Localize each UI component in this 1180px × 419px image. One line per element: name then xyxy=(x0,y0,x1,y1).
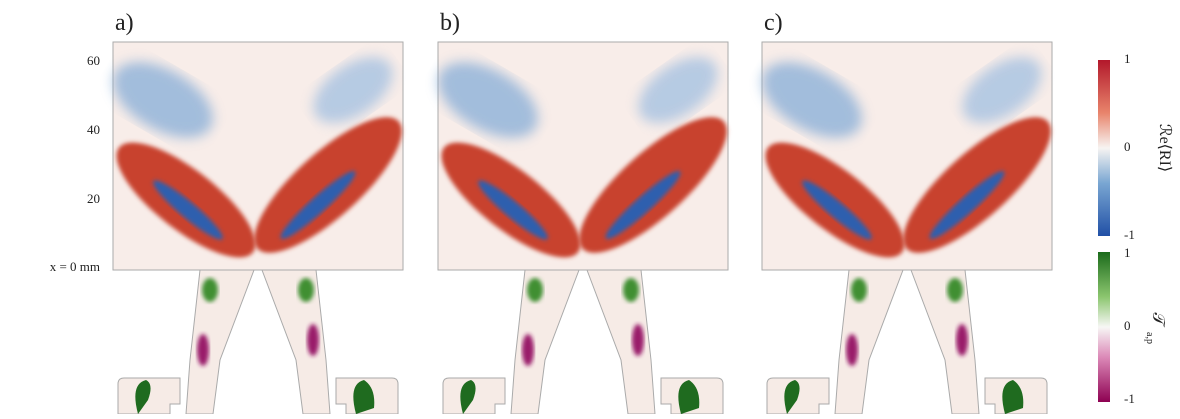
field-blue xyxy=(302,44,404,137)
field-red xyxy=(561,98,745,273)
panel-label: b) xyxy=(440,10,460,36)
chamber-field xyxy=(749,44,1069,276)
y-tick-label: 60 xyxy=(87,53,100,68)
field-blue xyxy=(275,166,360,245)
nozzle-right xyxy=(910,269,980,415)
chamber-field xyxy=(425,44,745,276)
field-green xyxy=(851,278,867,302)
field-green xyxy=(784,380,800,414)
field-blue xyxy=(797,175,876,245)
field-red xyxy=(885,98,1069,273)
colorbar-tick: 0 xyxy=(1124,139,1131,154)
field-green xyxy=(527,278,543,302)
field-green xyxy=(947,278,963,302)
origin-label: x = 0 mm xyxy=(50,259,100,274)
field-blue xyxy=(473,175,552,245)
field-blue xyxy=(924,166,1009,245)
field-green xyxy=(135,380,151,414)
panels: a) b) c) xyxy=(100,10,1069,415)
panel-label: c) xyxy=(764,10,783,36)
field-green xyxy=(202,278,218,302)
field-blue xyxy=(425,47,550,154)
nozzle-left xyxy=(834,269,904,415)
colorbar-label: ℛe⟨RI⟩ xyxy=(1156,124,1173,172)
field-blue xyxy=(951,44,1053,137)
field-blue xyxy=(600,166,685,245)
y-tick-label: 40 xyxy=(87,122,100,137)
colorbar-tick: 0 xyxy=(1124,318,1131,333)
field-blue xyxy=(627,44,729,137)
panel: a) xyxy=(100,10,420,415)
field-blue xyxy=(100,47,225,154)
field-green xyxy=(460,380,476,414)
field-green xyxy=(678,380,700,414)
colorbar-label-subscript: a,p xyxy=(1144,332,1155,344)
field-red xyxy=(236,98,420,273)
field-green xyxy=(298,278,314,302)
field-magenta xyxy=(956,324,968,356)
field-magenta xyxy=(846,334,858,366)
field-magenta xyxy=(197,334,209,366)
nozzle-right xyxy=(261,269,331,415)
nozzle-left xyxy=(185,269,255,415)
colorbar-tick: 1 xyxy=(1124,51,1131,66)
field-green xyxy=(1002,380,1024,414)
panel: c) xyxy=(749,10,1069,415)
colorbar-label: 𝒯 xyxy=(1149,312,1168,327)
field-green xyxy=(623,278,639,302)
field-magenta xyxy=(522,334,534,366)
nozzle-right xyxy=(586,269,656,415)
field-magenta xyxy=(632,324,644,356)
field-blue xyxy=(148,175,227,245)
chamber-field xyxy=(100,44,420,276)
colorbar xyxy=(1098,252,1110,402)
colorbar-tick: 1 xyxy=(1124,245,1131,260)
panel: b) xyxy=(425,10,745,415)
field-magenta xyxy=(307,324,319,356)
field-blue xyxy=(749,47,874,154)
y-tick-label: 20 xyxy=(87,191,100,206)
colorbar-tick: -1 xyxy=(1124,227,1135,242)
colorbar-tick: -1 xyxy=(1124,391,1135,406)
field-green xyxy=(353,380,375,414)
nozzle-left xyxy=(510,269,580,415)
colorbar-label-group: 𝒯 a,p xyxy=(1144,312,1168,343)
colorbar xyxy=(1098,60,1110,236)
panel-label: a) xyxy=(115,10,134,36)
